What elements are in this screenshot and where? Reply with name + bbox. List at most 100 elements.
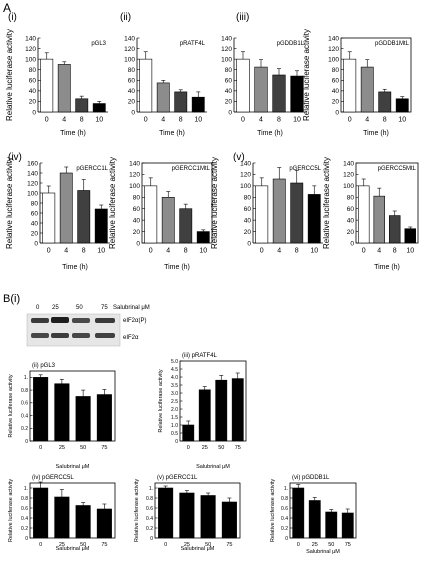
bar <box>196 231 210 244</box>
y-tick-label: 1. <box>149 486 153 492</box>
x-tick-label: 75 <box>235 445 241 451</box>
y-tick-label: 0 <box>350 240 354 247</box>
y-tick-label: 120 <box>25 46 36 53</box>
y-tick-label: 80 <box>244 195 252 202</box>
panel-label: (i) <box>8 12 17 23</box>
x-tick-label: 0 <box>241 117 245 124</box>
bar <box>236 58 250 113</box>
chart-title: (vi) pGDDB1L <box>292 475 330 481</box>
y-tick-label: 0 <box>32 109 36 116</box>
y-tick-label: 20 <box>133 229 141 236</box>
x-tick-label: 4 <box>365 117 369 124</box>
y-tick-label: 0 <box>228 109 232 116</box>
panel-label: (ii) <box>120 12 131 23</box>
chart-title: pRATF4L <box>180 41 206 47</box>
bar <box>341 512 354 539</box>
y-tick-label: 40 <box>29 88 37 95</box>
y-tick-label: 0 <box>136 240 140 247</box>
y-axis-label: Relative luciferase activity <box>5 157 14 249</box>
chart-title: pGDDB1L <box>277 41 305 47</box>
bar <box>200 495 216 539</box>
y-tick-label: 0.6 <box>281 506 288 512</box>
y-tick-label: 120 <box>221 46 232 53</box>
bar <box>54 383 70 442</box>
y-tick-label: 40 <box>133 217 141 224</box>
x-tick-label: 8 <box>80 117 84 124</box>
chart-10: (iii) pRATF4L 0 0.5 1.0 1.5 2.0 2.5 3.0 3.5 4.0 4.… <box>158 353 247 470</box>
bar <box>174 91 188 113</box>
bar <box>360 66 374 113</box>
y-tick-label: 100 <box>240 183 251 190</box>
y-tick-label: 100 <box>27 190 38 197</box>
y-axis-label: Relative luciferase activity <box>134 479 140 543</box>
chart-4: pGDDB1MtL 0 20 40 60 80 100 120 140 0 4 8 10 Time (h)… <box>302 29 412 137</box>
chart-title: (ii) pGL3 <box>32 363 56 369</box>
bar <box>75 396 91 442</box>
y-tick-label: 0.4 <box>281 516 288 522</box>
x-tick-label: 10 <box>199 248 207 255</box>
y-tick-label: 0.8 <box>281 496 288 502</box>
blot-band-p-lane2 <box>51 317 69 323</box>
y-axis-label: Relative luciferase activity <box>322 157 331 249</box>
x-tick-label: 10 <box>97 248 105 255</box>
y-tick-label: 1.0 <box>171 423 178 429</box>
x-tick-label: 10 <box>95 117 103 124</box>
y-tick-label: 120 <box>124 46 135 53</box>
y-tick-label: 80 <box>133 195 141 202</box>
y-tick-label: 140 <box>343 160 354 167</box>
chart-2: (ii) pRATF4L 0 20 40 60 80 100 120 140 0 4 8 10 Time (… <box>120 12 207 137</box>
chart-13: (vi) pGDDB1L 0 0.2 0.4 0.6 0.8 1. 0 25 50 75 Salubr… <box>270 475 357 555</box>
y-tick-label: 20 <box>332 99 340 106</box>
y-tick-label: 0.6 <box>21 506 28 512</box>
x-tick-label: 75 <box>226 542 232 548</box>
chart-3: (iii) pGDDB1L 0 20 40 60 80 100 120 140 0 4 8 10 Time … <box>221 12 306 137</box>
bar <box>57 64 71 113</box>
y-tick-label: 140 <box>27 170 38 177</box>
y-tick-label: 40 <box>128 88 136 95</box>
x-tick-label: 8 <box>184 248 188 255</box>
blot-band-p-lane1 <box>31 318 49 323</box>
y-tick-label: 20 <box>244 229 252 236</box>
bar <box>77 190 91 244</box>
y-tick-label: 80 <box>31 200 39 207</box>
bar <box>54 496 70 539</box>
bar <box>255 185 269 244</box>
x-axis-label: Time (h) <box>363 130 389 137</box>
x-tick-label: 10 <box>194 117 202 124</box>
y-tick-label: 0.6 <box>146 506 153 512</box>
bar <box>144 185 158 244</box>
y-tick-label: 80 <box>347 195 355 202</box>
x-tick-label: 0 <box>348 117 352 124</box>
panel-label: (iii) <box>236 12 249 23</box>
chart-title: (iii) pRATF4L <box>182 353 218 359</box>
x-tick-label: 0 <box>144 117 148 124</box>
y-tick-label: 0.8 <box>146 496 153 502</box>
y-tick-label: 100 <box>343 183 354 190</box>
bar <box>161 196 175 244</box>
x-tick-label: 25 <box>312 542 318 548</box>
y-tick-label: 0.4 <box>21 516 28 522</box>
blot-band-p-lane3 <box>72 318 90 323</box>
chart-title: (iv) pGERCC5L <box>32 475 74 481</box>
panel-label: (v) <box>233 152 245 163</box>
x-axis-label: Time (h) <box>164 264 190 271</box>
x-axis-label: Time (h) <box>159 130 185 137</box>
y-tick-label: 100 <box>129 183 140 190</box>
y-tick-label: 40 <box>31 220 39 227</box>
bar <box>92 103 106 113</box>
x-tick-label: 50 <box>328 542 334 548</box>
y-axis-label: Relative luciferase activity <box>8 479 14 543</box>
x-tick-label: 8 <box>82 248 86 255</box>
y-tick-label: 2.5 <box>171 399 178 405</box>
blot-conc-label: Salubrinal μM <box>113 305 150 311</box>
x-tick-label: 8 <box>179 117 183 124</box>
x-tick-label: 25 <box>59 542 65 548</box>
blot-label-eif2a-p: eIF2α(P) <box>123 318 146 324</box>
blot-band-total-lane3 <box>72 333 90 338</box>
blot-band-total-lane2 <box>51 333 69 338</box>
y-tick-label: 100 <box>124 56 135 63</box>
y-tick-label: 140 <box>129 160 140 167</box>
y-tick-label: 140 <box>221 35 232 42</box>
y-tick-label: 60 <box>332 78 340 85</box>
